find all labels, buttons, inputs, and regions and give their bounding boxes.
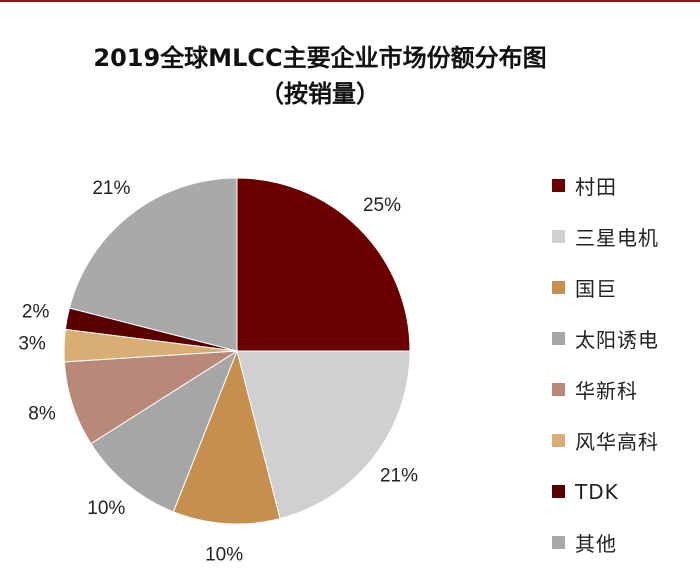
slice-value-label: 10% [87, 498, 125, 519]
legend-swatch [552, 434, 565, 447]
legend-item: 太阳诱电 [552, 313, 659, 364]
legend-swatch [552, 281, 565, 294]
legend-swatch [552, 179, 565, 192]
slice-value-label: 25% [363, 195, 401, 216]
top-rule [0, 0, 700, 2]
slice-value-label: 2% [22, 302, 50, 323]
pie-slice [68, 177, 238, 352]
legend-item: 村田 [552, 160, 659, 211]
pie-slice [236, 177, 411, 352]
legend-swatch [552, 230, 565, 243]
slice-value-label: 8% [28, 403, 56, 424]
legend-label: 其他 [575, 532, 617, 556]
slice-value-label: 21% [380, 466, 418, 487]
legend-label: 华新科 [575, 379, 638, 403]
pie-slice [236, 350, 411, 520]
pie-slices [63, 177, 411, 525]
legend-label: 太阳诱电 [575, 328, 659, 352]
legend-item: 国巨 [552, 262, 659, 313]
legend-label: 风华高科 [575, 430, 659, 454]
pie-slice [90, 349, 239, 513]
legend-swatch [552, 383, 565, 396]
legend-item: 三星电机 [552, 211, 659, 262]
legend-swatch [552, 332, 565, 345]
chart-title: 2019全球MLCC主要企业市场份额分布图 [93, 44, 547, 72]
slice-value-label: 10% [205, 545, 243, 566]
slice-value-label: 21% [92, 178, 130, 199]
legend-swatch [552, 485, 565, 498]
legend-item: 其他 [552, 517, 659, 568]
chart-subtitle: （按销量） [260, 80, 380, 108]
legend-item: TDK [552, 466, 659, 517]
legend-item: 华新科 [552, 364, 659, 415]
legend-label: 村田 [575, 175, 617, 199]
pie-slice [172, 349, 281, 525]
legend-label: 三星电机 [575, 226, 659, 250]
legend: 村田三星电机国巨太阳诱电华新科风华高科 TDK 其他 [552, 160, 659, 568]
legend-label: TDK [575, 479, 619, 504]
legend-item: 风华高科 [552, 415, 659, 466]
legend-label: 国巨 [575, 277, 617, 301]
legend-swatch [552, 536, 565, 549]
slice-value-label: 3% [18, 334, 46, 355]
pie-labels: 25% 21% 10% 10% 8% 3% 2% 21% [18, 178, 418, 566]
